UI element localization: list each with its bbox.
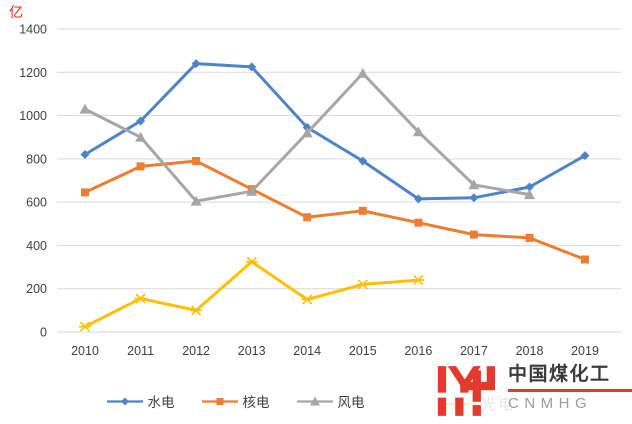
logo-text-en: CNMHG	[508, 394, 593, 412]
svg-text:1400: 1400	[19, 23, 47, 37]
legend-item-2: 风电	[296, 391, 365, 411]
logo-text-zh: 中国煤化工	[508, 364, 611, 385]
legend-item-1: 核电	[201, 391, 270, 411]
chart-legend: 水电 核电 风电	[0, 391, 470, 411]
svg-text:2012: 2012	[182, 344, 210, 358]
legend-marker-icon	[106, 397, 143, 405]
svg-text:1200: 1200	[19, 66, 47, 80]
y-axis-unit-label: 亿	[9, 4, 23, 20]
svg-text:0: 0	[40, 326, 47, 340]
svg-text:800: 800	[26, 152, 47, 166]
svg-text:2010: 2010	[71, 344, 99, 358]
logo-divider	[508, 388, 632, 392]
svg-text:2015: 2015	[349, 344, 377, 358]
svg-text:2016: 2016	[404, 344, 432, 358]
svg-text:2013: 2013	[238, 344, 266, 358]
legend-label: 核电	[242, 395, 270, 410]
svg-text:200: 200	[26, 282, 47, 296]
brand-logo: 中国煤化工 CNMHG	[437, 358, 632, 424]
svg-text:2011: 2011	[127, 344, 154, 358]
svg-text:2017: 2017	[460, 344, 488, 358]
legend-marker-icon	[201, 397, 238, 405]
legend-label: 水电	[147, 395, 175, 410]
legend-marker-icon	[296, 396, 333, 405]
svg-text:2018: 2018	[516, 344, 544, 358]
legend-label: 风电	[337, 395, 365, 410]
svg-text:2019: 2019	[571, 344, 599, 358]
logo-mark-icon	[437, 366, 495, 416]
logo-text-block: 中国煤化工 CNMHG	[508, 358, 632, 412]
svg-text:2014: 2014	[293, 344, 321, 358]
svg-text:400: 400	[26, 239, 47, 253]
svg-text:600: 600	[26, 196, 47, 210]
legend-item-0: 水电	[106, 391, 175, 411]
svg-text:1000: 1000	[19, 109, 47, 123]
